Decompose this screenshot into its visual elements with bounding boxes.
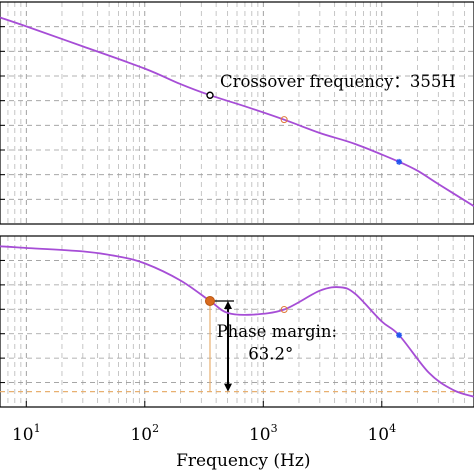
x-tick-base: 10 (12, 425, 34, 445)
x-tick-exponent: 2 (152, 422, 159, 435)
magnitude-panel: Crossover frequency：355H (0, 1, 474, 225)
x-tick-labels: 101 102 103 104 (12, 401, 396, 445)
magnitude-grid (0, 2, 474, 224)
x-tick-base: 10 (249, 425, 271, 445)
magnitude-axes-frame (0, 1, 474, 225)
orange-circle-marker (280, 306, 288, 314)
magnitude-series-line (0, 16, 474, 207)
orange-circle-marker (280, 116, 288, 124)
phase-series-line (0, 245, 474, 398)
x-tick-exponent: 4 (389, 422, 396, 435)
blue-star-marker (396, 332, 403, 339)
phase-axes-frame (0, 235, 474, 408)
x-tick-label: 101 (12, 422, 41, 445)
phase-grid (0, 236, 474, 407)
x-tick-exponent: 3 (271, 422, 278, 435)
x-tick-label: 103 (249, 422, 278, 445)
phase-margin-label: Phase margin: (217, 322, 337, 341)
x-tick-exponent: 1 (34, 422, 41, 435)
phase-panel: Phase margin: 63.2° (0, 235, 474, 408)
x-tick-label: 102 (130, 422, 159, 445)
phase-crossover-marker (204, 295, 215, 306)
x-tick-base: 10 (130, 425, 152, 445)
blue-star-marker (396, 158, 403, 165)
phase-markers (204, 295, 403, 339)
x-axis-label: Frequency (Hz) (176, 451, 310, 471)
magnitude-markers (206, 91, 403, 165)
phase-margin-value: 63.2° (248, 344, 293, 363)
crossover-marker (206, 91, 214, 99)
x-tick-label: 104 (367, 422, 396, 445)
crossover-annotation: Crossover frequency：355H (220, 72, 456, 91)
x-tick-base: 10 (367, 425, 389, 445)
